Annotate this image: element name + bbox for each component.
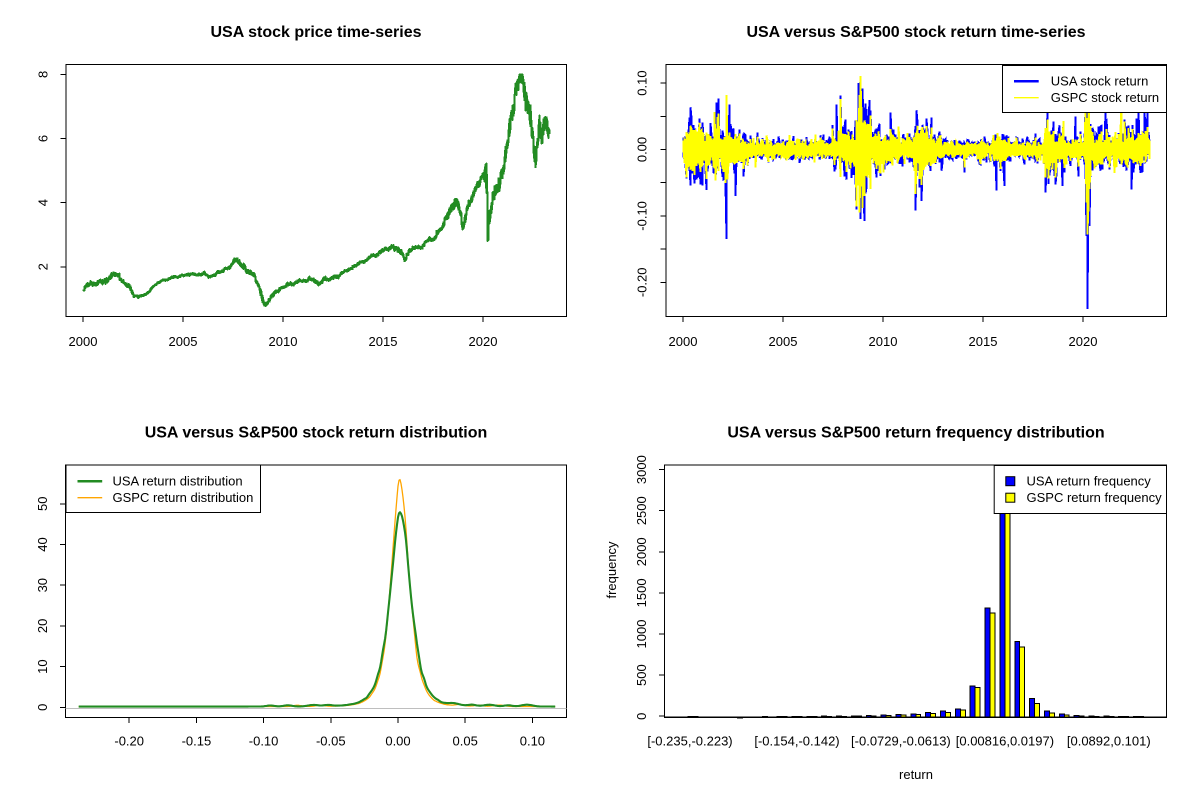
svg-text:2015: 2015 [969, 334, 998, 349]
svg-text:[0.0892,0.101): [0.0892,0.101) [1067, 734, 1151, 749]
svg-text:10: 10 [35, 659, 50, 673]
svg-text:2015: 2015 [369, 334, 398, 349]
svg-text:USA versus S&P500 stock return: USA versus S&P500 stock return time-seri… [746, 24, 1085, 41]
svg-text:USA versus S&P500 stock return: USA versus S&P500 stock return distribut… [145, 425, 488, 442]
svg-text:GSPC return frequency: GSPC return frequency [1027, 490, 1163, 505]
svg-text:0.00: 0.00 [635, 137, 650, 162]
svg-text:1500: 1500 [634, 578, 649, 607]
svg-text:frequency: frequency [604, 541, 619, 599]
svg-text:2000: 2000 [669, 334, 698, 349]
svg-text:-0.10: -0.10 [249, 734, 279, 749]
svg-text:0.10: 0.10 [635, 70, 650, 95]
svg-text:2: 2 [36, 263, 51, 270]
svg-text:0.00: 0.00 [385, 734, 410, 749]
svg-text:0.10: 0.10 [520, 734, 545, 749]
svg-text:0: 0 [35, 704, 50, 711]
svg-text:2010: 2010 [869, 334, 898, 349]
svg-text:-0.10: -0.10 [635, 201, 650, 231]
svg-text:3000: 3000 [634, 455, 649, 484]
svg-text:USA stock return: USA stock return [1051, 74, 1149, 89]
svg-text:-0.05: -0.05 [316, 734, 346, 749]
svg-text:-0.20: -0.20 [114, 734, 144, 749]
svg-text:4: 4 [36, 199, 51, 206]
svg-text:2020: 2020 [469, 334, 498, 349]
svg-text:-0.20: -0.20 [635, 267, 650, 297]
svg-text:6: 6 [36, 135, 51, 142]
svg-text:GSPC return distribution: GSPC return distribution [113, 490, 254, 505]
svg-text:USA return frequency: USA return frequency [1027, 474, 1152, 489]
svg-text:[-0.0729,-0.0613): [-0.0729,-0.0613) [851, 734, 951, 749]
svg-text:2020: 2020 [1069, 334, 1098, 349]
svg-text:50: 50 [35, 497, 50, 511]
svg-text:8: 8 [36, 71, 51, 78]
svg-text:USA versus S&P500 return frequ: USA versus S&P500 return frequency distr… [727, 425, 1104, 442]
svg-text:2500: 2500 [634, 496, 649, 525]
svg-text:2010: 2010 [269, 334, 298, 349]
svg-text:[0.00816,0.0197): [0.00816,0.0197) [956, 734, 1054, 749]
svg-text:2000: 2000 [634, 537, 649, 566]
svg-text:GSPC stock return: GSPC stock return [1051, 90, 1159, 105]
svg-text:USA stock price time-series: USA stock price time-series [210, 24, 421, 41]
svg-text:-0.15: -0.15 [182, 734, 212, 749]
svg-text:0.05: 0.05 [453, 734, 478, 749]
svg-text:2005: 2005 [169, 334, 198, 349]
svg-text:[-0.154,-0.142): [-0.154,-0.142) [754, 734, 839, 749]
svg-text:USA return distribution: USA return distribution [113, 474, 243, 489]
svg-text:40: 40 [35, 537, 50, 551]
svg-text:500: 500 [634, 664, 649, 686]
svg-text:return: return [899, 767, 933, 782]
svg-text:2005: 2005 [769, 334, 798, 349]
svg-text:1000: 1000 [634, 620, 649, 649]
svg-text:0: 0 [634, 713, 649, 720]
svg-text:20: 20 [35, 619, 50, 633]
svg-text:30: 30 [35, 578, 50, 592]
svg-text:[-0.235,-0.223): [-0.235,-0.223) [647, 734, 732, 749]
svg-text:2000: 2000 [69, 334, 98, 349]
